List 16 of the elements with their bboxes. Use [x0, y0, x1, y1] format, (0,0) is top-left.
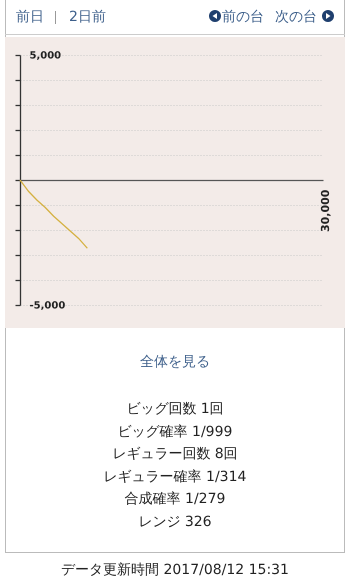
text: ビッグ回数 1回: [125, 400, 225, 418]
text: レギュラー確率 1/314: [102, 468, 248, 486]
text: 2日前: [69, 8, 106, 26]
text: レンジ 326: [137, 512, 213, 530]
text: 次の台: [275, 8, 317, 26]
annotation: 30,000: [319, 190, 332, 232]
text: 前日: [16, 8, 44, 26]
text: データ更新時間 2017/08/12 15:31: [60, 561, 290, 579]
y-tick-label: 5,000: [30, 50, 62, 62]
text: 前の台: [222, 8, 264, 26]
text: 合成確率 1/279: [124, 490, 226, 508]
line-series: [19, 179, 88, 249]
y-tick-label: -5,000: [30, 300, 66, 312]
text: レギュラー回数 8回: [111, 445, 239, 463]
text: ビッグ確率 1/999: [116, 422, 234, 440]
text: 全体を見る: [139, 353, 211, 371]
